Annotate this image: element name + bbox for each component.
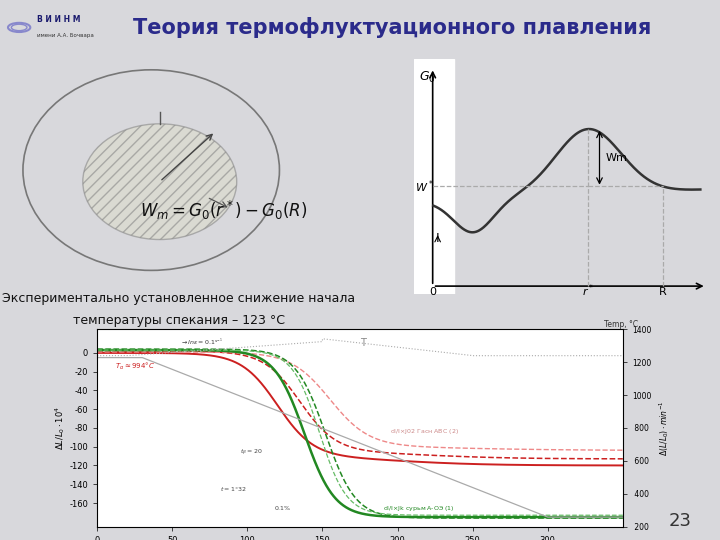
Text: 23: 23 xyxy=(669,512,692,530)
Text: R: R xyxy=(659,287,667,298)
Text: Теория термофлуктуационного плавления: Теория термофлуктуационного плавления xyxy=(133,17,652,38)
Text: $W_m = G_0(r^*) - G_0(R)$: $W_m = G_0(r^*) - G_0(R)$ xyxy=(140,199,307,222)
Text: Temp, °C: Temp, °C xyxy=(603,320,638,329)
Text: температуры спекания – 123 °С: температуры спекания – 123 °С xyxy=(73,314,284,327)
Text: $G_0$: $G_0$ xyxy=(419,70,436,85)
Text: dl/l$\times$J02 Гасн АВС (2): dl/l$\times$J02 Гасн АВС (2) xyxy=(390,427,459,436)
Y-axis label: $\Delta(L/L_0)\cdot min^{-1}$: $\Delta(L/L_0)\cdot min^{-1}$ xyxy=(657,400,670,456)
Text: $t=1°32$: $t=1°32$ xyxy=(220,485,247,493)
Text: $0.1\%$: $0.1\%$ xyxy=(274,504,292,511)
Text: $r^*$: $r^*$ xyxy=(582,282,595,299)
Text: $t_\beta=20$: $t_\beta=20$ xyxy=(240,448,262,458)
Text: В И И Н М: В И И Н М xyxy=(37,15,81,24)
Text: имени А.А. Бочвара: имени А.А. Бочвара xyxy=(37,33,94,38)
Text: 0: 0 xyxy=(429,287,436,298)
Text: Wm: Wm xyxy=(606,153,628,163)
Text: dl/l$\times$Jk сурьм А-ОЭ (1): dl/l$\times$Jk сурьм А-ОЭ (1) xyxy=(382,504,454,512)
Text: I: I xyxy=(436,232,439,245)
Y-axis label: $\Delta L/L_0\cdot10^4$: $\Delta L/L_0\cdot10^4$ xyxy=(53,406,66,450)
Text: Экспериментально установленное снижение начала: Экспериментально установленное снижение … xyxy=(2,292,355,305)
Text: $\rightarrow ln\varepsilon=0.1^{s^{-1}}$: $\rightarrow ln\varepsilon=0.1^{s^{-1}}$ xyxy=(180,337,223,348)
Ellipse shape xyxy=(83,124,237,240)
Text: $W^*$: $W^*$ xyxy=(415,178,434,195)
Bar xyxy=(414,59,454,294)
Text: $T_\alpha \approx 994°C$: $T_\alpha \approx 994°C$ xyxy=(115,361,156,372)
Text: T: T xyxy=(360,338,366,348)
